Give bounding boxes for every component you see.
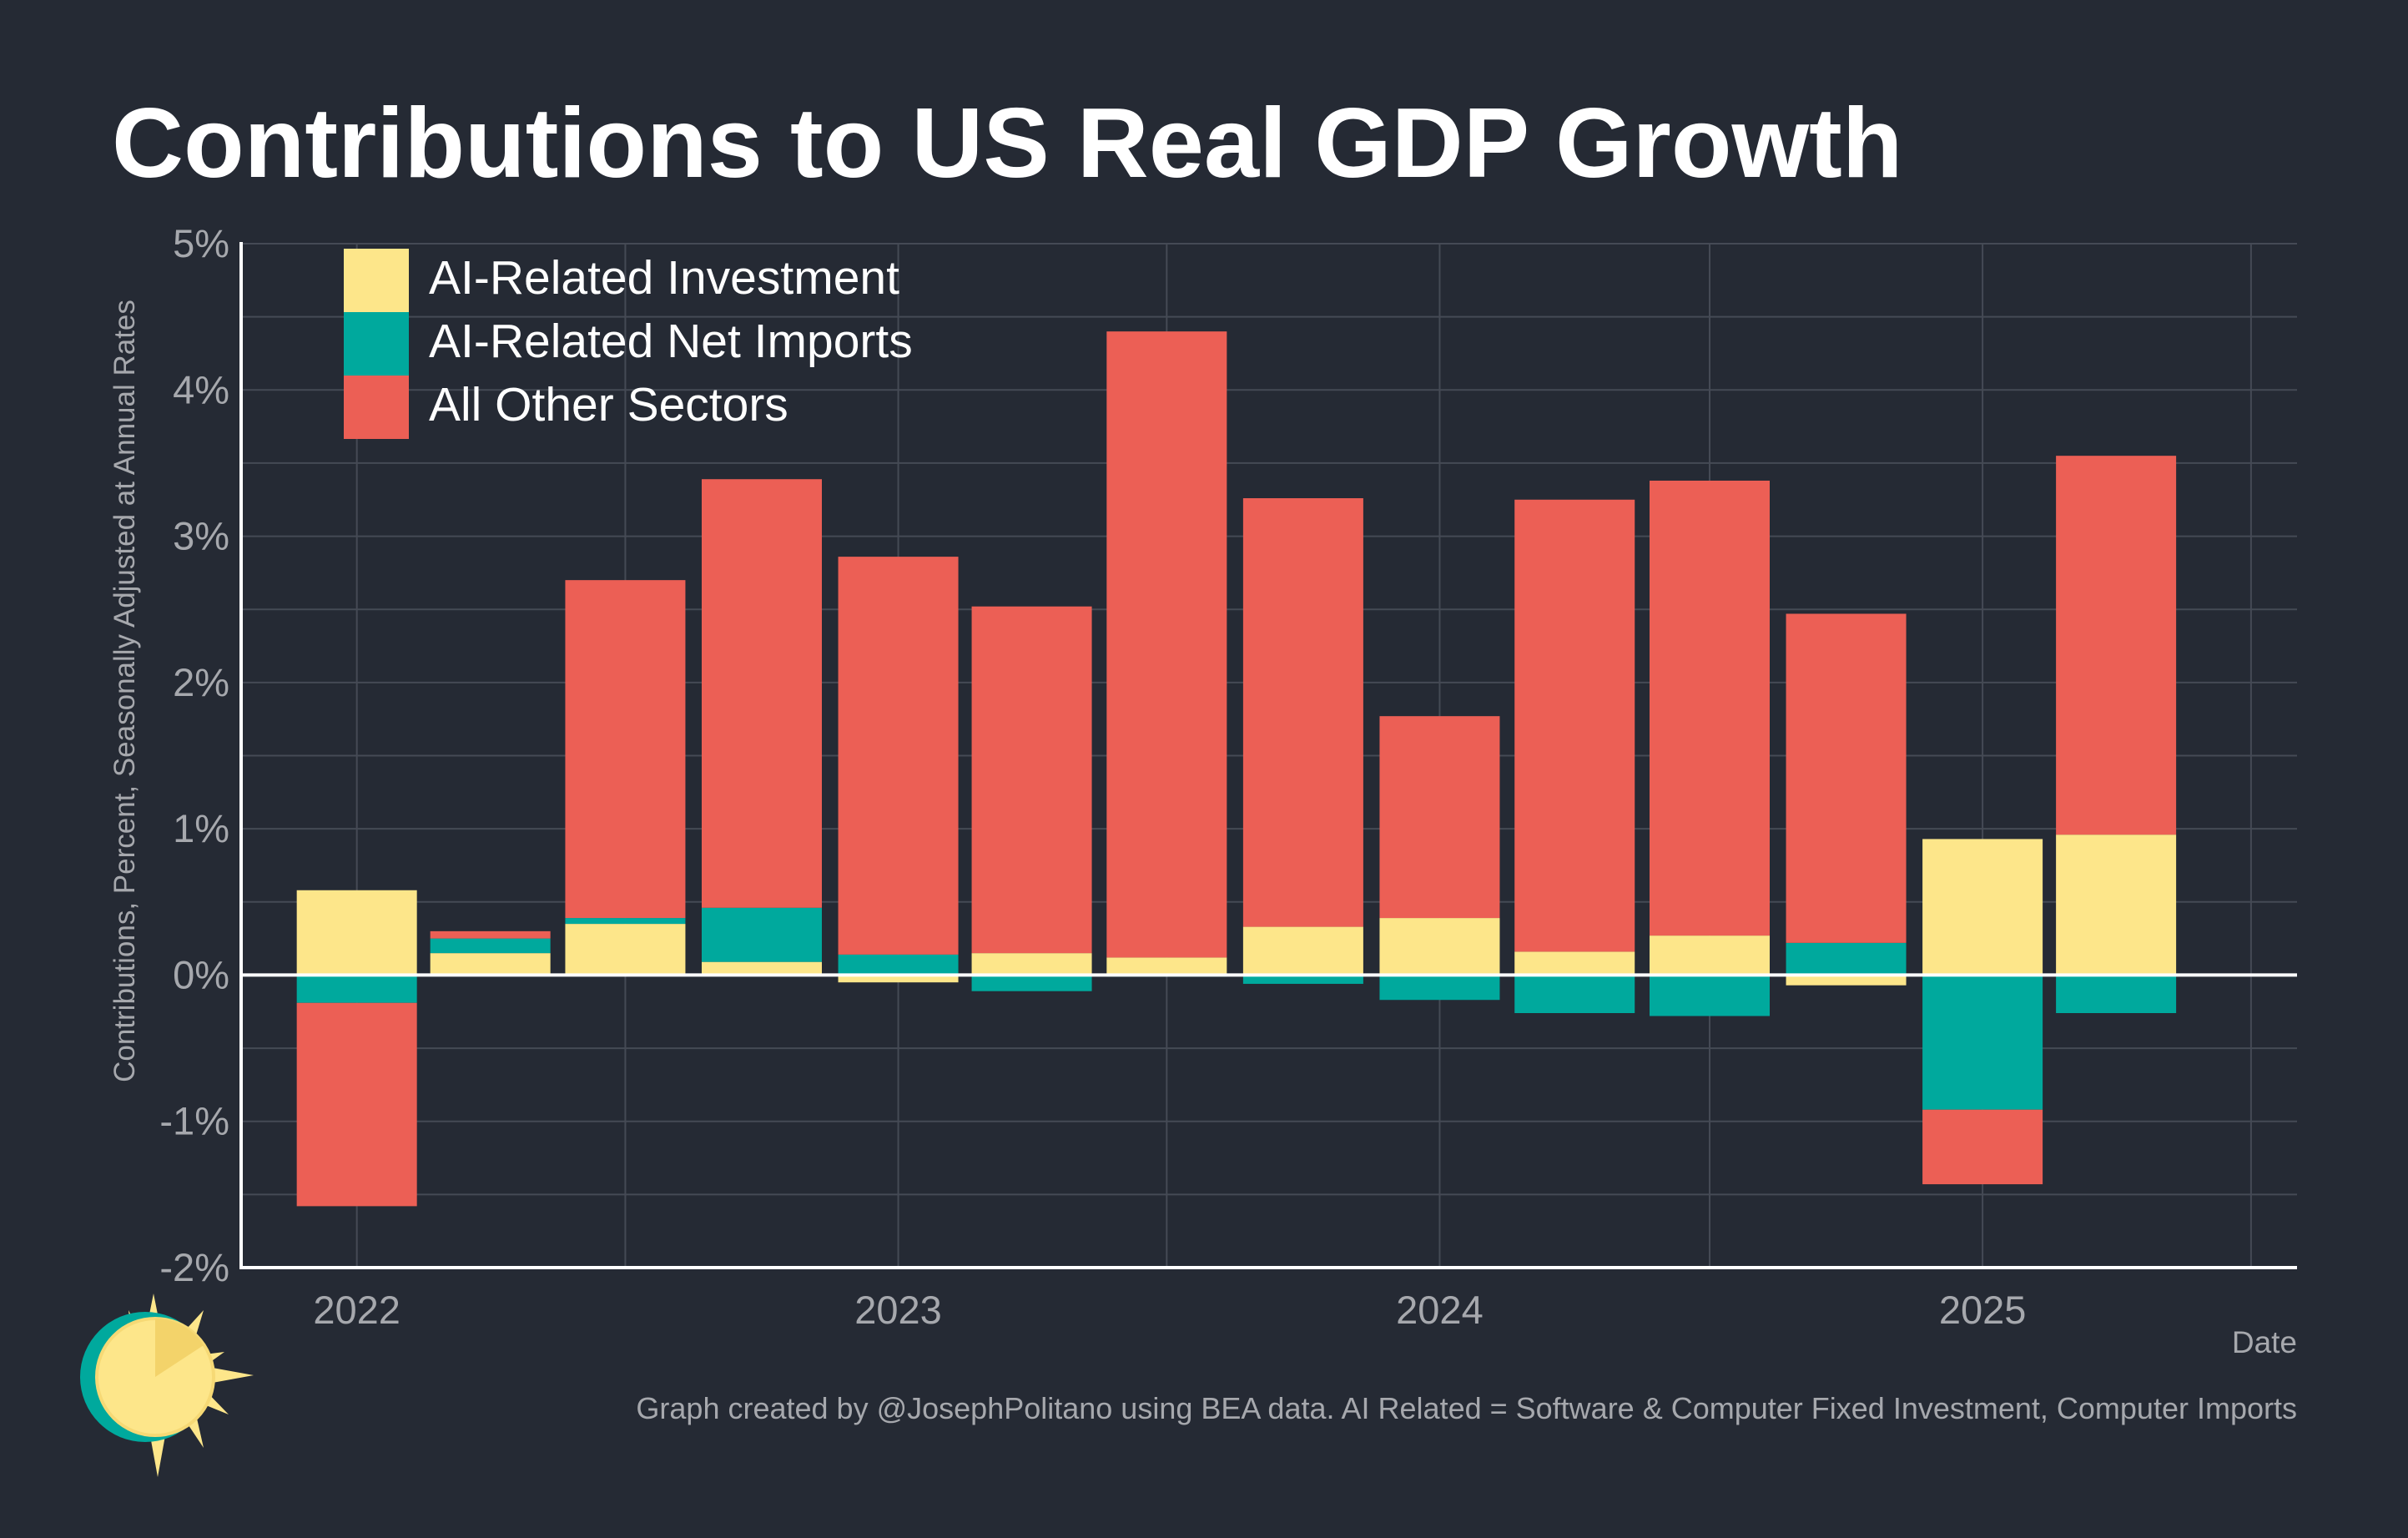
footer-note: Graph created by @JosephPolitano using B… bbox=[636, 1391, 2297, 1425]
y-tick-label: 0% bbox=[173, 952, 229, 996]
bar-segment-other-sectors bbox=[565, 580, 686, 919]
bar-segment-ai-investment bbox=[1786, 975, 1907, 986]
chart-title: Contributions to US Real GDP Growth bbox=[112, 88, 1903, 199]
legend-item: AI-Related Investment bbox=[344, 249, 899, 312]
bar-segment-ai-net-imports bbox=[702, 907, 822, 962]
bar-segment-other-sectors bbox=[1922, 1109, 2043, 1185]
x-tick-label: 2023 bbox=[854, 1288, 942, 1332]
bar-segment-ai-investment bbox=[1242, 926, 1363, 976]
x-tick-label: 2024 bbox=[1396, 1288, 1484, 1332]
legend-swatch bbox=[344, 312, 409, 376]
bar-segment-ai-net-imports bbox=[1922, 975, 2043, 1110]
bar-segment-ai-net-imports bbox=[1242, 975, 1363, 984]
y-tick-label: 3% bbox=[173, 514, 229, 558]
x-tick-label: 2025 bbox=[1939, 1288, 2027, 1332]
bar-segment-other-sectors bbox=[1786, 613, 1907, 943]
bar-segment-ai-investment bbox=[1106, 957, 1227, 976]
bar-segment-ai-investment bbox=[296, 890, 417, 976]
legend-label: All Other Sectors bbox=[429, 378, 788, 431]
bar-segment-ai-investment bbox=[1650, 935, 1770, 976]
bar-segment-ai-investment bbox=[565, 924, 686, 976]
axes-layer: -2% -1% 0% 1% 2% 3% 4% 5% 2022 2023 2024 2025 bbox=[159, 221, 2297, 1332]
y-tick-label: 5% bbox=[173, 221, 229, 265]
y-tick-label: 4% bbox=[173, 367, 229, 411]
y-tick-label: 2% bbox=[173, 660, 229, 704]
sun-logo-icon bbox=[80, 1293, 254, 1477]
bar-segment-ai-net-imports bbox=[565, 918, 686, 925]
y-tick-label: 1% bbox=[173, 806, 229, 850]
bars-layer bbox=[296, 331, 2177, 1207]
bar-segment-other-sectors bbox=[430, 930, 551, 939]
y-tick-label: -2% bbox=[159, 1245, 229, 1289]
legend: AI-Related Investment AI-Related Net Impo… bbox=[344, 249, 913, 439]
bar-segment-other-sectors bbox=[1514, 499, 1635, 952]
legend-swatch bbox=[344, 376, 409, 439]
bar-segment-ai-net-imports bbox=[1514, 975, 1635, 1014]
bar-segment-ai-investment bbox=[702, 961, 822, 976]
bar-segment-other-sectors bbox=[1379, 716, 1500, 919]
bar-segment-ai-investment bbox=[1922, 839, 2043, 976]
bar-segment-ai-net-imports bbox=[1379, 975, 1500, 1001]
bar-segment-other-sectors bbox=[2056, 456, 2177, 835]
bar-segment-ai-investment bbox=[838, 975, 959, 983]
legend-item: AI-Related Net Imports bbox=[344, 312, 913, 376]
bar-segment-ai-investment bbox=[430, 953, 551, 976]
bar-segment-ai-net-imports bbox=[296, 975, 417, 1003]
x-tick-label: 2022 bbox=[313, 1288, 400, 1332]
bar-segment-ai-investment bbox=[1379, 918, 1500, 976]
bar-segment-other-sectors bbox=[838, 557, 959, 955]
y-axis-label: Contributions, Percent, Seasonally Adjus… bbox=[108, 300, 141, 1082]
bar-segment-ai-net-imports bbox=[1650, 975, 1770, 1016]
legend-swatch bbox=[344, 249, 409, 312]
bar-segment-ai-investment bbox=[2056, 835, 2177, 976]
bar-segment-other-sectors bbox=[971, 606, 1092, 954]
bar-segment-other-sectors bbox=[1242, 497, 1363, 927]
bar-segment-other-sectors bbox=[702, 479, 822, 908]
legend-item: All Other Sectors bbox=[344, 376, 788, 439]
bar-segment-ai-net-imports bbox=[430, 938, 551, 954]
bar-segment-ai-net-imports bbox=[838, 954, 959, 976]
bar-segment-ai-net-imports bbox=[1786, 942, 1907, 976]
x-axis-label: Date bbox=[2232, 1325, 2297, 1359]
bar-segment-ai-investment bbox=[1514, 951, 1635, 976]
bar-segment-other-sectors bbox=[1106, 331, 1227, 958]
bar-segment-other-sectors bbox=[1650, 480, 1770, 936]
legend-label: AI-Related Investment bbox=[429, 251, 899, 305]
bar-segment-other-sectors bbox=[296, 1002, 417, 1207]
bar-segment-ai-net-imports bbox=[2056, 975, 2177, 1014]
bar-segment-ai-net-imports bbox=[971, 975, 1092, 991]
y-tick-label: -1% bbox=[159, 1099, 229, 1143]
bar-segment-ai-investment bbox=[971, 953, 1092, 976]
legend-label: AI-Related Net Imports bbox=[429, 315, 913, 368]
